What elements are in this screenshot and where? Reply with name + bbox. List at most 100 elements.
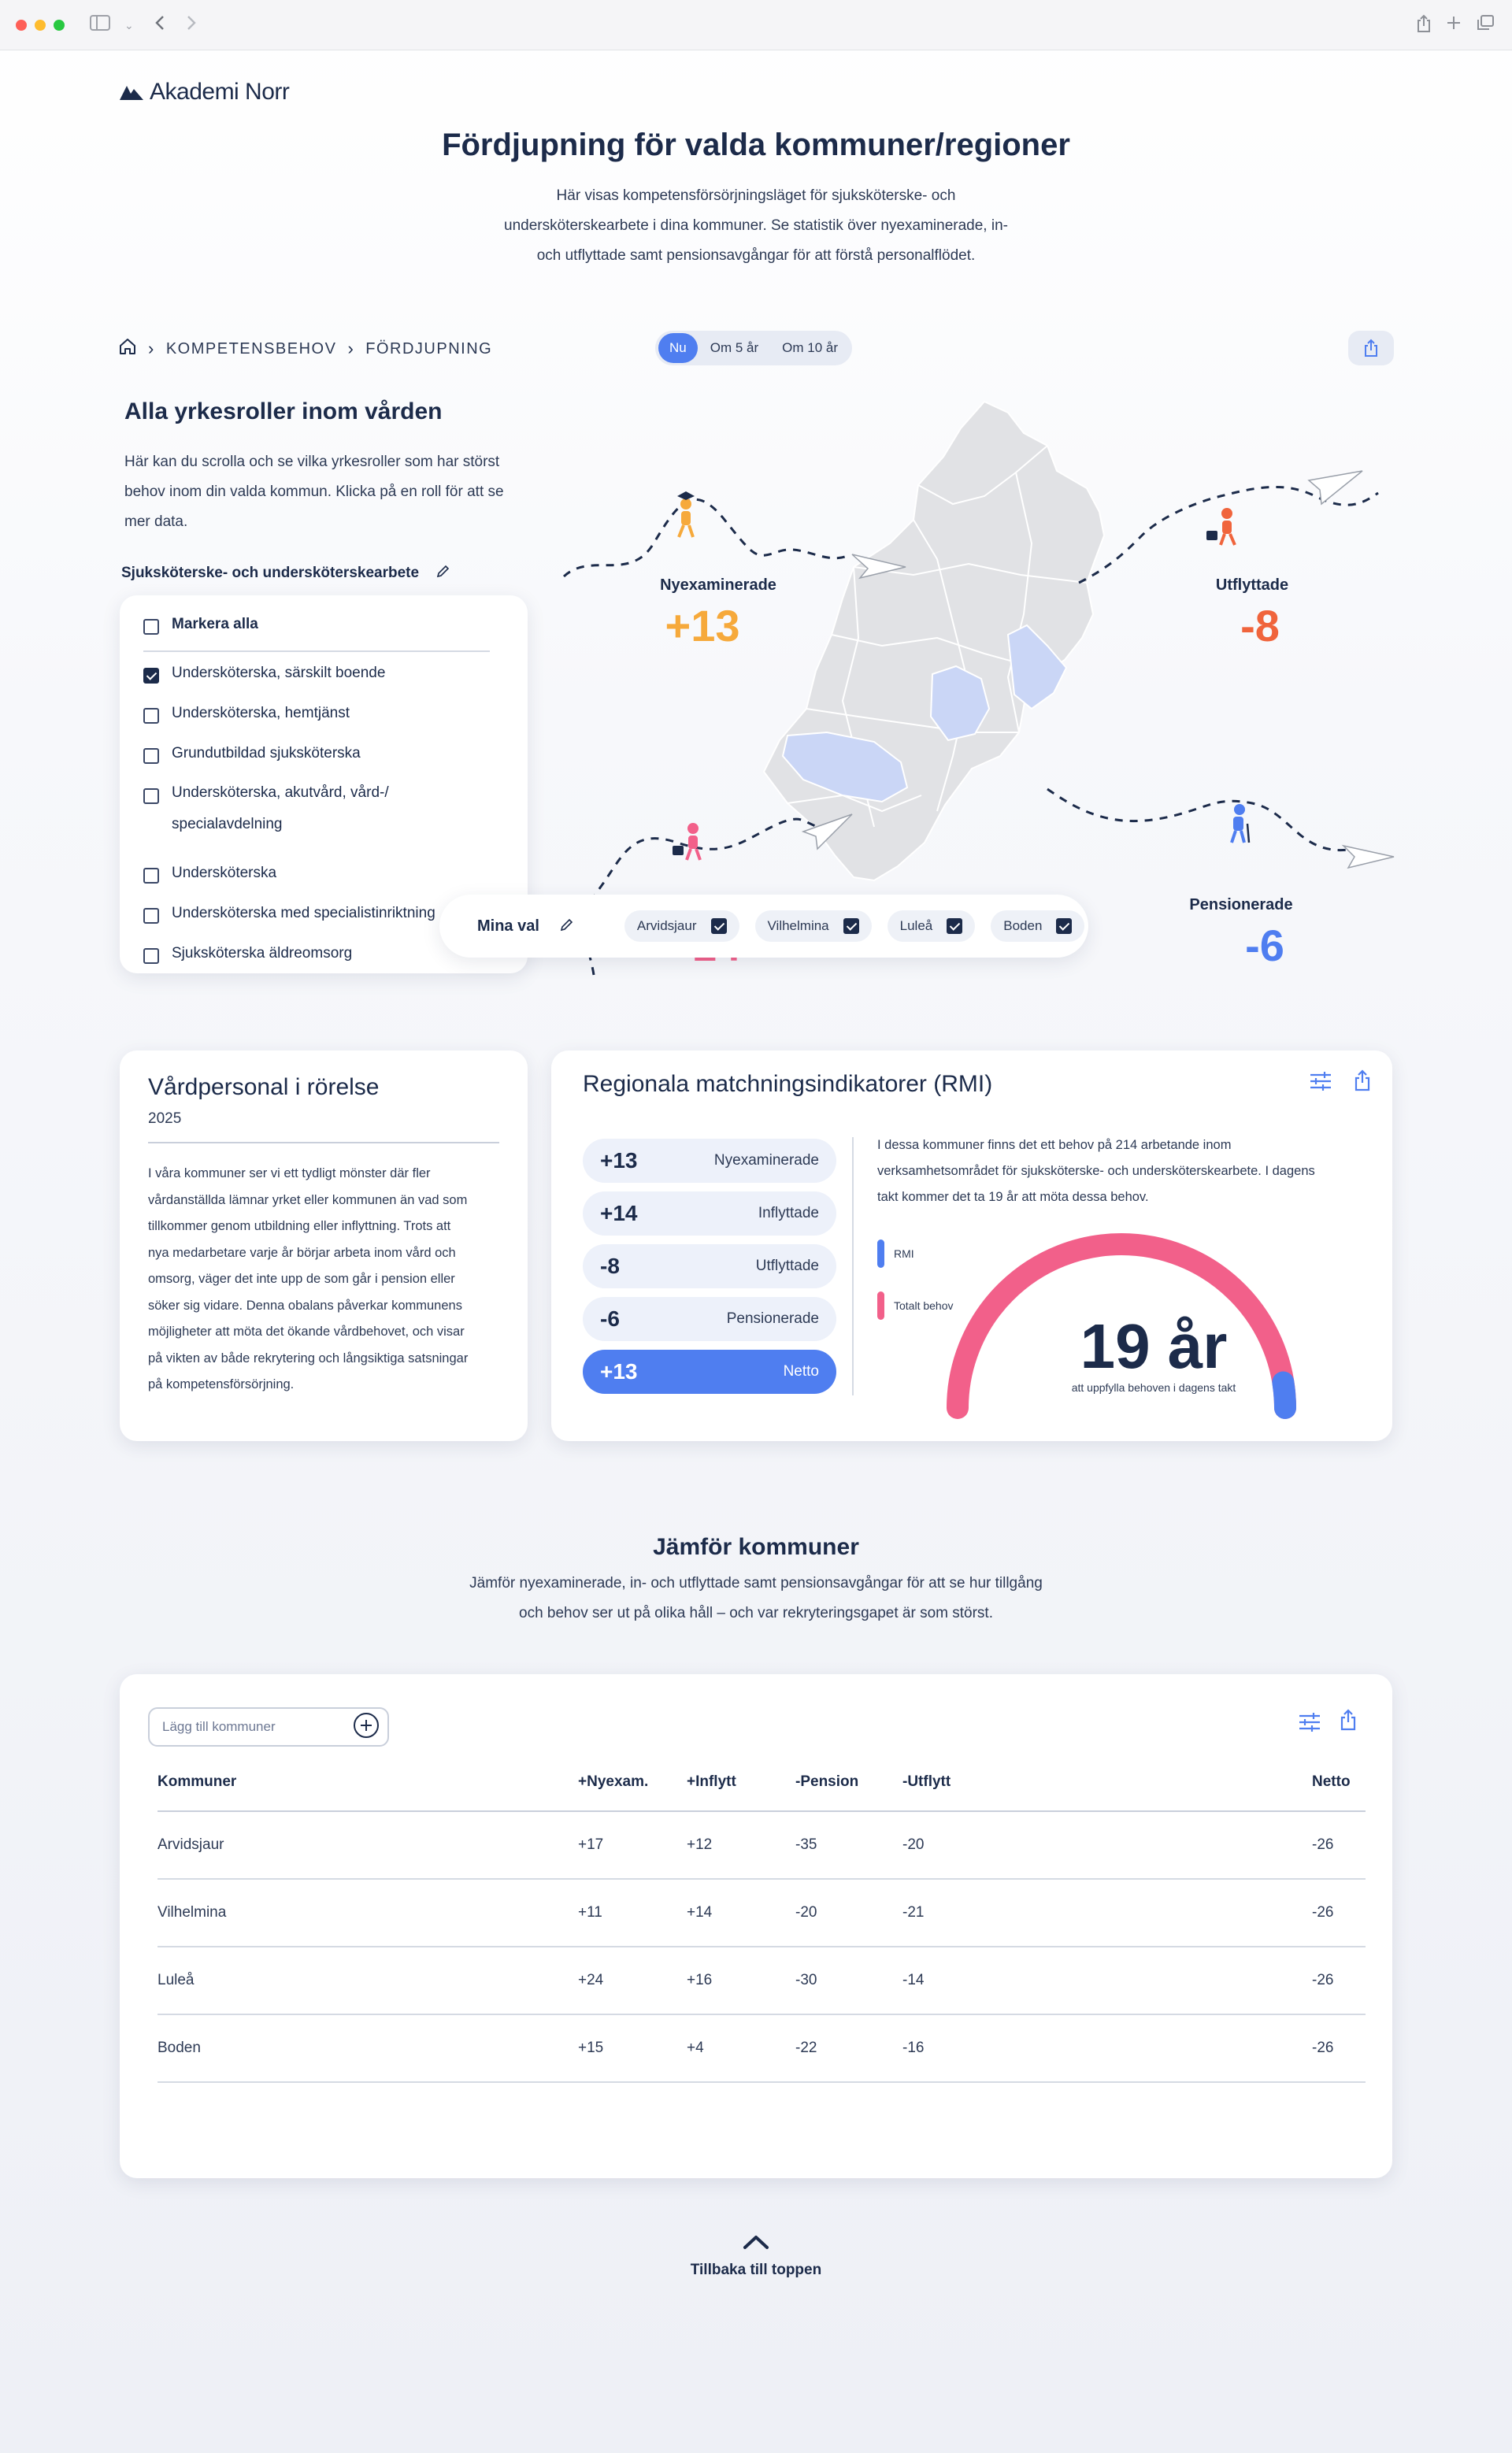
- sidebar-toggle-icon[interactable]: [90, 14, 110, 37]
- role-item[interactable]: Sjuksköterska äldreomsorg: [143, 945, 352, 964]
- rmi-row-value: +14: [600, 1201, 638, 1225]
- role-item-label: Sjuksköterska äldreomsorg: [172, 945, 353, 962]
- tab-overview-icon[interactable]: [1476, 14, 1495, 37]
- back-to-top-button[interactable]: Tillbaka till toppen: [677, 2233, 835, 2279]
- add-municipality-input[interactable]: Lägg till kommuner: [148, 1707, 389, 1747]
- movement-text-line: söker sig vidare. Denna obalans påverkar…: [148, 1298, 462, 1313]
- table-cell: -22: [795, 2014, 902, 2083]
- time-option-nu[interactable]: Nu: [658, 333, 698, 363]
- checkbox-icon: [143, 868, 159, 884]
- table-cell: +16: [687, 1947, 795, 2015]
- municipality-chip[interactable]: Luleå: [887, 910, 976, 942]
- rmi-row-inflyttade[interactable]: +14 Inflyttade: [583, 1191, 836, 1236]
- share-icon[interactable]: [1353, 1069, 1372, 1095]
- role-item[interactable]: Undersköterska, hemtjänst: [143, 705, 350, 724]
- brand-logo[interactable]: Akademi Norr: [120, 79, 290, 106]
- compare-card: Lägg till kommuner Kommuner +Nyexam. +In…: [120, 1674, 1392, 2178]
- flow-value-nyexaminerade: +13: [665, 601, 740, 650]
- table-cell: -26: [1312, 1947, 1366, 2015]
- movement-year: 2025: [148, 1110, 182, 1127]
- roles-description-line: Här kan du scrolla och se vilka yrkesrol…: [124, 454, 500, 470]
- municipality-chip[interactable]: Boden: [991, 910, 1085, 942]
- map-shape: [762, 400, 1106, 882]
- table-row[interactable]: Luleå +24 +16 -30 -14 -26: [158, 1947, 1366, 2015]
- role-item[interactable]: Undersköterska: [143, 865, 276, 884]
- legend-label: Totalt behov: [894, 1299, 954, 1312]
- selection-bar-label: Mina val: [477, 917, 539, 935]
- column-header[interactable]: Kommuner: [158, 1753, 578, 1812]
- column-header[interactable]: -Pension: [795, 1753, 902, 1812]
- role-item[interactable]: Undersköterska, särskilt boende: [143, 665, 385, 684]
- roles-description-line: mer data.: [124, 513, 188, 530]
- legend-swatch-total: [877, 1291, 884, 1320]
- new-tab-icon[interactable]: [1446, 14, 1462, 37]
- share-icon[interactable]: [1416, 14, 1432, 39]
- movement-text-line: omsorg, väger det inte upp de som går i …: [148, 1272, 455, 1286]
- movement-text-line: på kompetensförsörjning.: [148, 1377, 295, 1391]
- checkbox-icon: [143, 708, 159, 724]
- table-row[interactable]: Boden +15 +4 -22 -16 -26: [158, 2014, 1366, 2083]
- table-cell: +4: [687, 2014, 795, 2083]
- region-map: [562, 400, 1395, 976]
- zoom-window-button[interactable]: [54, 20, 65, 31]
- chip-label: Boden: [1003, 918, 1043, 933]
- edit-icon[interactable]: [560, 917, 574, 936]
- close-window-button[interactable]: [16, 20, 27, 31]
- forward-arrow-icon[interactable]: [186, 14, 197, 37]
- column-header[interactable]: -Utflytt: [902, 1753, 1312, 1812]
- filter-icon[interactable]: [1298, 1712, 1321, 1736]
- rmi-row-utflyttade[interactable]: -8 Utflyttade: [583, 1244, 836, 1288]
- table-cell: +14: [687, 1879, 795, 1947]
- share-button[interactable]: [1348, 331, 1394, 365]
- incoming-person-icon: [673, 823, 702, 861]
- role-item[interactable]: Grundutbildad sjuksköterska: [143, 745, 361, 764]
- role-item[interactable]: Undersköterska med specialistinriktning: [143, 905, 435, 924]
- movement-text-line: tillkommer genom utbildning eller inflyt…: [148, 1219, 451, 1233]
- table-cell: -26: [1312, 1811, 1366, 1880]
- roles-description-line: behov inom din valda kommun. Klicka på e…: [124, 484, 504, 500]
- share-icon[interactable]: [1339, 1709, 1358, 1735]
- column-header[interactable]: +Inflytt: [687, 1753, 795, 1812]
- minimize-window-button[interactable]: [35, 20, 46, 31]
- home-icon[interactable]: [118, 337, 137, 361]
- table-row[interactable]: Vilhelmina +11 +14 -20 -21 -26: [158, 1879, 1366, 1947]
- flow-label-pensionerade: Pensionerade: [1189, 896, 1293, 913]
- filter-icon[interactable]: [1309, 1071, 1332, 1095]
- compare-intro: Jämför nyexaminerade, in- och utflyttade…: [362, 1569, 1150, 1629]
- time-option-5-years[interactable]: Om 5 år: [710, 340, 759, 355]
- edit-icon[interactable]: [436, 564, 450, 583]
- table-row[interactable]: Arvidsjaur +17 +12 -35 -20 -26: [158, 1811, 1366, 1880]
- breadcrumb-item-kompetensbehov[interactable]: KOMPETENSBEHOV: [165, 339, 337, 358]
- rmi-row-value: -8: [600, 1254, 620, 1278]
- rmi-card: Regionala matchningsindikatorer (RMI) +1…: [551, 1050, 1392, 1441]
- column-header[interactable]: Netto: [1312, 1753, 1366, 1812]
- table-cell: +11: [578, 1879, 687, 1947]
- gauge-caption: att uppfylla behoven i dagens takt: [1071, 1381, 1236, 1394]
- table-cell: -21: [902, 1879, 1312, 1947]
- rmi-row-label: Nyexaminerade: [713, 1152, 819, 1169]
- municipality-chip[interactable]: Arvidsjaur: [624, 910, 739, 942]
- rmi-description-line: verksamhetsområdet för sjuksköterske- oc…: [877, 1164, 1315, 1178]
- divider: [852, 1137, 854, 1395]
- table-cell: -26: [1312, 2014, 1366, 2083]
- municipality-chip[interactable]: Vilhelmina: [754, 910, 872, 942]
- back-arrow-icon[interactable]: [154, 14, 165, 37]
- column-header[interactable]: +Nyexam.: [578, 1753, 687, 1812]
- role-item-label: Undersköterska, hemtjänst: [172, 705, 350, 721]
- add-circle-icon[interactable]: [353, 1712, 380, 1743]
- rmi-row-nyexaminerade[interactable]: +13 Nyexaminerade: [583, 1139, 836, 1183]
- roles-title: Alla yrkesroller inom vården: [124, 398, 443, 424]
- breadcrumb-item-fordjupning[interactable]: FÖRDJUPNING: [365, 339, 493, 358]
- movement-title: Vårdpersonal i rörelse: [148, 1074, 380, 1100]
- movement-text-line: vårdanställda lämnar yrket eller kommune…: [148, 1192, 468, 1207]
- chevron-down-icon[interactable]: ⌄: [124, 19, 134, 31]
- rmi-row-pensionerade[interactable]: -6 Pensionerade: [583, 1297, 836, 1341]
- movement-text: I våra kommuner ser vi ett tydligt mönst…: [148, 1161, 504, 1399]
- chip-label: Arvidsjaur: [636, 918, 697, 933]
- select-all-checkbox[interactable]: Markera alla: [143, 616, 258, 635]
- paper-plane-icon: [851, 554, 906, 580]
- role-item[interactable]: Undersköterska, akutvård, vård-/ speciala…: [143, 777, 389, 840]
- rmi-row-netto[interactable]: +13 Netto: [583, 1350, 836, 1394]
- chevron-right-icon: ›: [347, 339, 355, 358]
- time-option-10-years[interactable]: Om 10 år: [782, 340, 838, 355]
